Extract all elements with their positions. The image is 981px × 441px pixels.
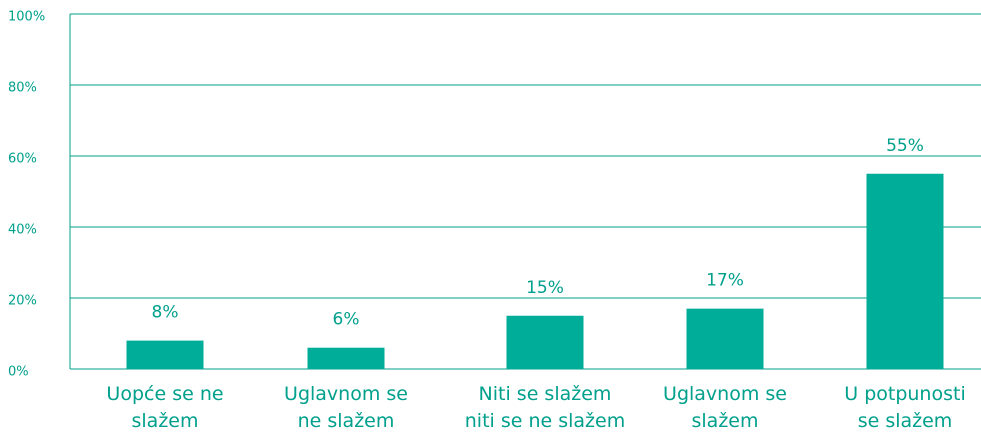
value-label: 55% [886, 136, 924, 156]
value-label: 15% [526, 278, 564, 298]
x-tick-label: Niti se slažem niti se ne slažem [464, 383, 626, 432]
x-tick-label: U potpunosti se slažem [844, 383, 966, 432]
y-tick-label: 60% [8, 152, 37, 167]
value-label: 6% [333, 310, 360, 330]
x-tick-label: Uglavnom se slažem [663, 383, 787, 432]
bar [686, 308, 764, 369]
bar [866, 173, 944, 369]
y-tick-label: 80% [8, 81, 37, 96]
bar [126, 340, 204, 369]
x-tick-label: Uglavnom se ne slažem [284, 383, 408, 432]
bar [307, 347, 385, 369]
value-label: 17% [706, 271, 744, 291]
y-tick-label: 0% [8, 365, 29, 380]
bar [506, 315, 584, 369]
y-tick-label: 100% [8, 10, 45, 25]
x-tick-label: Uopće se ne slažem [106, 383, 224, 432]
y-tick-label: 40% [8, 223, 37, 238]
y-tick-label: 20% [8, 294, 37, 309]
value-label: 8% [152, 303, 179, 323]
